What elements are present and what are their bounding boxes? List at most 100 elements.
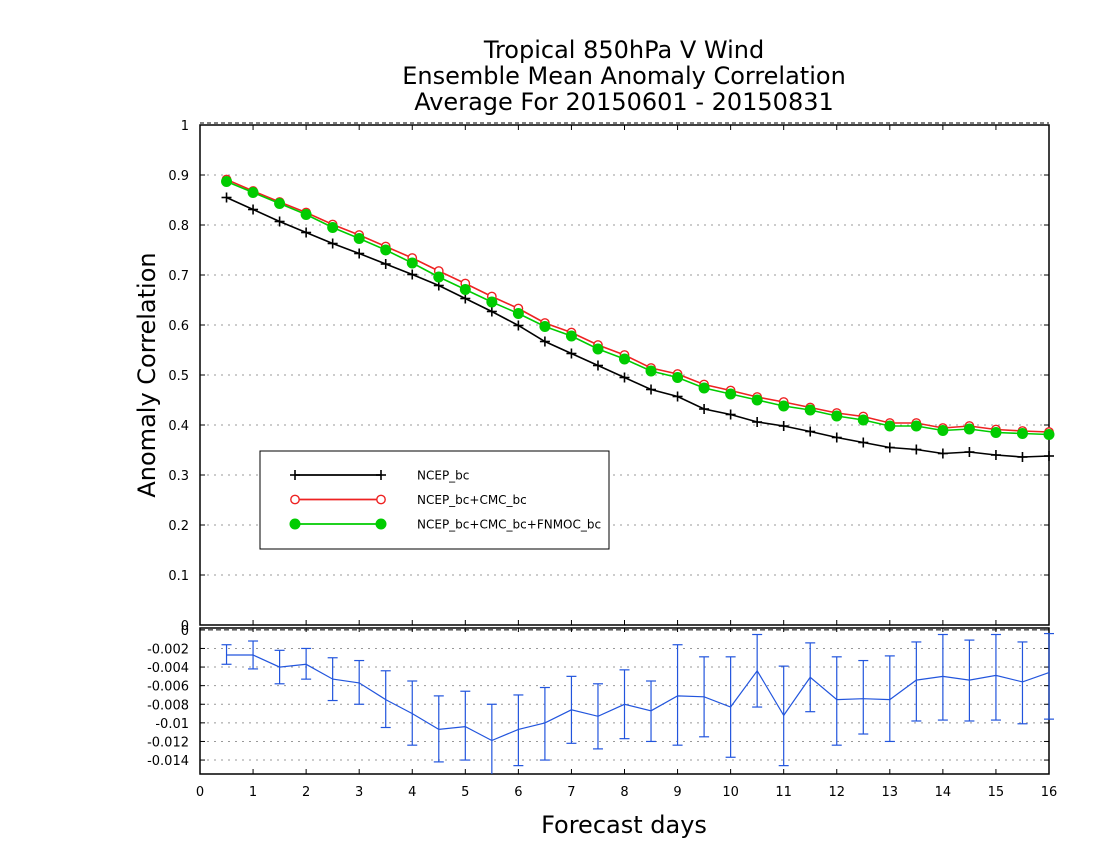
data-point — [619, 353, 630, 365]
data-point — [433, 271, 445, 283]
data-point — [937, 448, 948, 459]
data-point — [858, 437, 869, 448]
x-tick-label: 13 — [882, 785, 899, 800]
y-tick-label: -0.008 — [147, 698, 189, 713]
chart-title-line: Tropical 850hPa V Wind — [483, 36, 764, 64]
anomaly-correlation-panel: 0 0.1 0.2 0.3 0.4 0.5 0.6 0.7 0.8 0.9 1 — [168, 119, 1055, 634]
legend-label: NCEP_bc — [417, 469, 469, 483]
error-bar — [486, 703, 497, 774]
legend-item: NCEP_bc — [290, 469, 469, 483]
data-point — [699, 404, 710, 414]
data-point — [964, 447, 975, 457]
data-point — [274, 198, 286, 209]
data-point — [247, 187, 259, 198]
data-point — [248, 204, 259, 215]
data-point — [778, 400, 790, 412]
y-tick-label: 0.1 — [168, 569, 189, 584]
data-point — [884, 442, 895, 453]
data-point — [831, 410, 843, 422]
legend-marker — [376, 470, 386, 480]
data-point — [646, 384, 657, 395]
data-point — [857, 414, 869, 426]
x-tick-label: 8 — [620, 785, 628, 800]
legend-marker — [290, 494, 300, 505]
data-point — [407, 269, 418, 280]
error-bar — [884, 655, 895, 743]
data-point — [672, 391, 683, 402]
data-point — [301, 227, 312, 238]
series-2 — [221, 174, 1054, 437]
legend: NCEP_bc NCEP_bc+CMC_bc NCEP_bc+CMC_bc+FNMO… — [259, 450, 610, 550]
data-point — [831, 432, 842, 443]
data-point — [354, 248, 365, 259]
legend-marker — [289, 518, 301, 530]
y-tick-label: 0 — [181, 619, 189, 634]
y-tick-label: 0.5 — [168, 369, 189, 384]
x-tick-label: 1 — [249, 785, 257, 800]
data-point — [565, 330, 577, 342]
data-point — [460, 293, 471, 304]
data-point — [1016, 428, 1028, 439]
y-tick-label: 0 — [181, 624, 189, 639]
y-axis-title: Anomaly Correlation — [133, 252, 161, 497]
y-tick-label: -0.006 — [147, 680, 189, 695]
series-line — [226, 178, 1050, 433]
y-tick-label: 0.6 — [168, 319, 189, 334]
legend-label: NCEP_bc+CMC_bc+FNMOC_bc — [417, 518, 601, 532]
x-tick-label: 2 — [302, 785, 310, 800]
x-tick-label: 6 — [514, 785, 522, 800]
data-point — [645, 365, 657, 377]
data-point — [459, 284, 471, 295]
data-point — [300, 209, 312, 220]
x-axis-title: Forecast days — [541, 811, 707, 839]
data-point — [619, 372, 630, 383]
y-tick-label: -0.012 — [147, 735, 189, 750]
y-tick-label: 0.2 — [168, 519, 189, 534]
data-point — [804, 404, 816, 416]
data-point — [937, 425, 949, 436]
data-point — [221, 176, 233, 187]
data-point — [539, 336, 550, 347]
data-point — [380, 244, 392, 256]
data-point — [327, 238, 338, 249]
data-point — [406, 257, 418, 269]
legend-item: NCEP_bc+CMC_bc+FNMOC_bc — [289, 518, 601, 532]
y-tick-label: 0.7 — [168, 269, 189, 284]
data-point — [1044, 451, 1054, 461]
data-point — [911, 444, 922, 455]
x-tick-label: 7 — [567, 785, 575, 800]
x-tick-label: 11 — [775, 785, 792, 800]
data-point — [751, 394, 763, 406]
legend-item: NCEP_bc+CMC_bc — [290, 493, 527, 507]
error-bar — [831, 656, 842, 746]
data-point — [1043, 429, 1055, 440]
error-bar — [858, 659, 869, 735]
data-point — [778, 421, 789, 431]
x-tick-label: 16 — [1041, 785, 1058, 800]
error-bar — [911, 641, 922, 722]
error-bar — [990, 633, 1001, 721]
x-tick-label: 10 — [722, 785, 739, 800]
data-point — [221, 192, 232, 203]
plot-frame — [199, 124, 1050, 626]
data-point — [805, 426, 816, 437]
data-point — [592, 343, 604, 355]
series-3 — [221, 176, 1055, 440]
series-line — [226, 196, 1050, 458]
data-point — [486, 306, 497, 317]
data-point — [274, 216, 285, 227]
legend-marker — [376, 494, 386, 505]
data-point — [752, 417, 763, 427]
data-point — [353, 233, 365, 244]
data-point — [725, 388, 737, 400]
y-tick-label: 0.9 — [168, 169, 189, 184]
data-point — [513, 320, 524, 331]
error-bar — [539, 686, 550, 761]
data-point — [592, 360, 603, 371]
series-1 — [221, 192, 1054, 462]
data-point — [327, 222, 339, 233]
x-tick-label: 0 — [196, 785, 204, 800]
y-tick-label: 0.4 — [168, 419, 189, 434]
y-tick-label: 0.8 — [168, 219, 189, 234]
